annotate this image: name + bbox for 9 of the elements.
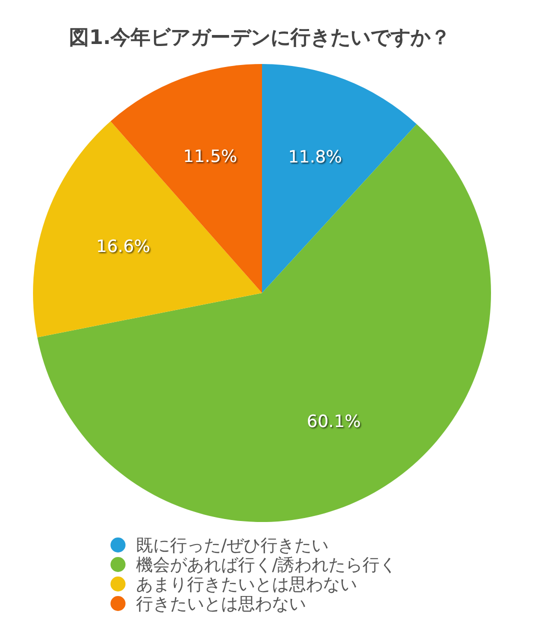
legend-label: 行きたいとは思わない <box>136 594 306 614</box>
data-label: 16.6% <box>96 236 150 257</box>
data-label: 60.1% <box>306 412 361 432</box>
data-label: 11.8% <box>288 147 342 168</box>
legend-label: あまり行きたいとは思わない <box>136 575 357 595</box>
data-label: 11.5% <box>183 146 238 167</box>
legend-label: 機会があれば行く/誘われたら行く <box>136 556 397 576</box>
chart-title: 図1.今年ビアガーデンに行きたいですか？ <box>69 25 451 49</box>
legend-label: 既に行った/ぜひ行きたい <box>136 536 329 556</box>
